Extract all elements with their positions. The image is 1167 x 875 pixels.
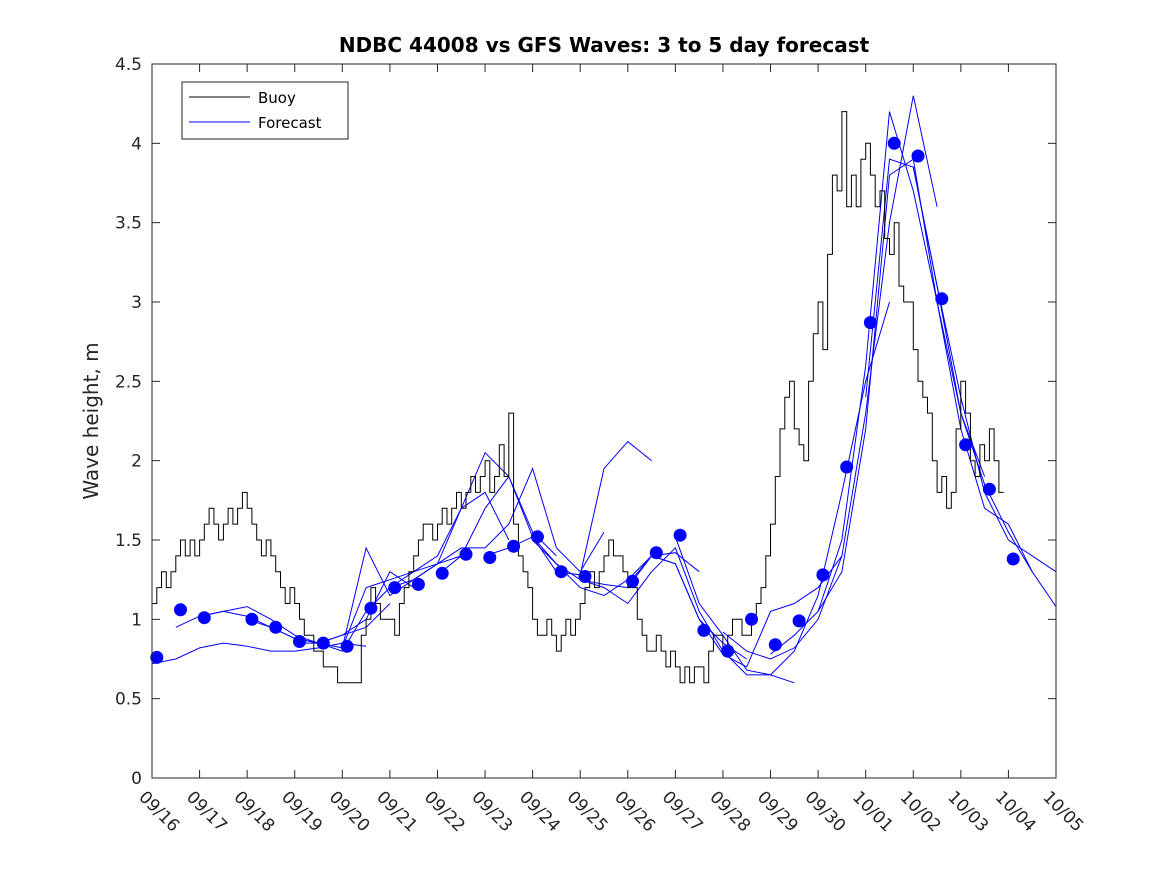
y-tick-label: 2	[131, 452, 142, 472]
forecast-marker	[959, 438, 973, 452]
forecast-line	[484, 536, 700, 597]
buoy-line-group	[152, 111, 1004, 684]
legend-buoy-label: Buoy	[258, 89, 296, 107]
forecast-marker	[459, 547, 473, 561]
forecast-marker	[411, 577, 425, 591]
forecast-marker	[435, 566, 449, 580]
forecast-line	[247, 555, 462, 652]
forecast-marker	[982, 482, 996, 496]
legend-box	[181, 81, 349, 140]
forecast-marker	[816, 568, 830, 582]
forecast-marker	[626, 574, 639, 588]
forecast-marker	[388, 581, 402, 595]
forecast-marker	[1006, 552, 1020, 566]
forecast-marker	[483, 551, 497, 564]
forecast-marker	[150, 650, 164, 664]
y-tick-label: 4.5	[115, 55, 142, 75]
forecast-marker	[935, 292, 949, 306]
forecast-marker	[269, 620, 283, 634]
forecast-marker	[316, 636, 330, 650]
forecast-marker	[245, 612, 259, 626]
y-axis: 0 0.5 1 1.5 2 2.5 3 3.5 4 4.5	[115, 55, 1056, 789]
forecast-line	[341, 451, 557, 649]
forecast-line	[580, 546, 795, 684]
forecast-line	[912, 167, 1057, 607]
forecast-marker	[507, 539, 521, 553]
forecast-marker	[293, 635, 306, 648]
y-tick-label: 3	[131, 293, 142, 313]
forecast-line	[770, 111, 986, 655]
forecast-marker	[721, 644, 735, 658]
forecast-marker	[863, 316, 877, 330]
y-tick-label: 1	[131, 610, 142, 630]
y-tick-label: 1.5	[115, 531, 142, 551]
buoy-line	[152, 111, 1004, 684]
forecast-marker	[364, 601, 378, 615]
forecast-marker	[649, 546, 663, 560]
forecast-marker	[197, 611, 211, 625]
forecast-marker	[887, 136, 901, 150]
plot-area-frame	[151, 63, 1057, 779]
y-tick-label: 2.5	[115, 372, 142, 392]
forecast-line	[294, 491, 510, 649]
forecast-marker	[768, 638, 782, 652]
forecast-marker	[578, 570, 592, 583]
forecast-marker	[840, 460, 854, 474]
forecast-marker	[697, 623, 711, 637]
forecast-markers	[150, 136, 1020, 664]
forecast-marker	[911, 149, 925, 163]
forecast-marker	[174, 603, 187, 617]
forecast-line	[627, 555, 843, 668]
legend-forecast-label: Forecast	[258, 114, 322, 132]
forecast-line	[199, 570, 414, 644]
forecast-marker	[340, 639, 354, 653]
y-tick-label: 0.5	[115, 690, 142, 710]
y-tick-label: 0	[131, 769, 142, 789]
chart-title: NDBC 44008 vs GFS Waves: 3 to 5 day fore…	[339, 33, 870, 57]
forecast-marker	[745, 612, 758, 626]
forecast-line	[674, 301, 890, 676]
forecast-marker	[554, 565, 568, 579]
forecast-marker	[530, 530, 544, 544]
forecast-marker	[792, 614, 806, 628]
y-tick-label: 4	[131, 134, 142, 154]
forecast-line	[437, 440, 652, 576]
legend: Buoy Forecast	[181, 81, 349, 140]
forecast-line	[722, 95, 938, 660]
forecast-marker	[673, 528, 687, 542]
y-tick-label: 3.5	[115, 214, 142, 234]
forecast-line	[389, 467, 605, 589]
y-axis-label: Wave height, m	[79, 342, 103, 499]
